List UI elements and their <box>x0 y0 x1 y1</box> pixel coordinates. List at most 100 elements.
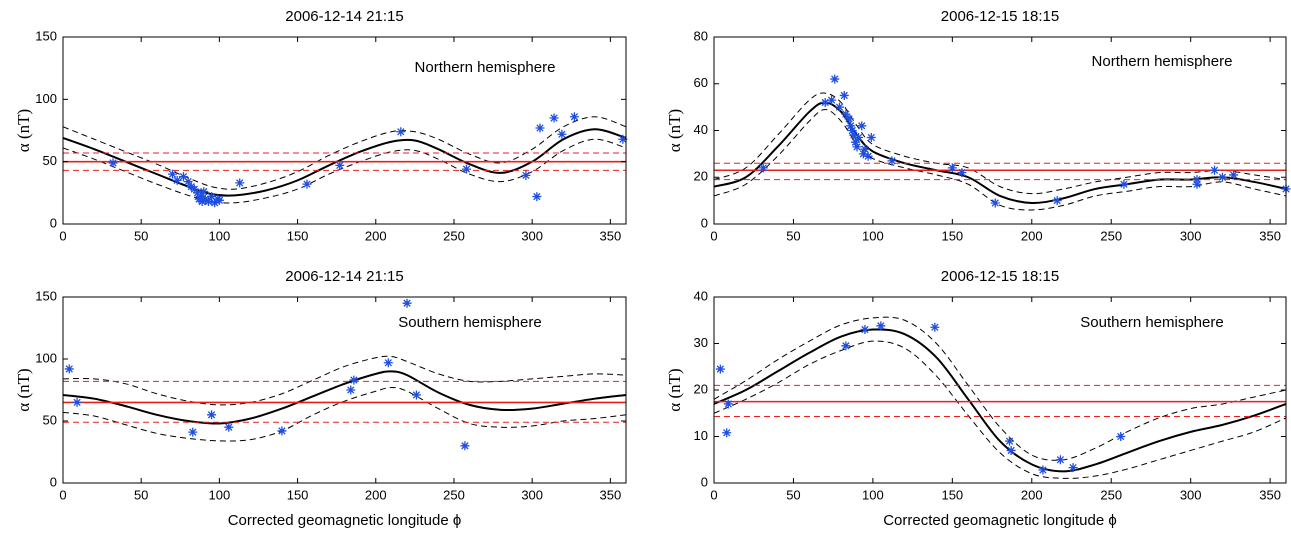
data-point <box>549 113 559 123</box>
chart-title: 2006-12-14 21:15 <box>285 8 403 25</box>
x-tick-label: 0 <box>59 487 66 502</box>
data-point <box>863 151 873 161</box>
data-point <box>1038 465 1048 475</box>
chart-title: 2006-12-14 21:15 <box>285 268 403 285</box>
data-point <box>847 126 857 135</box>
y-tick-label: 150 <box>35 28 57 43</box>
data-point <box>335 160 345 170</box>
x-axis-label: Corrected geomagnetic longitude ϕ <box>883 512 1117 529</box>
x-tick-label: 350 <box>1259 487 1281 502</box>
y-tick-label: 60 <box>694 75 708 90</box>
y-tick-label: 50 <box>43 153 57 168</box>
y-tick-label: 40 <box>694 288 708 303</box>
data-point <box>207 410 217 420</box>
x-tick-label: 50 <box>786 487 800 502</box>
data-point <box>858 149 868 159</box>
data-point <box>835 102 845 112</box>
y-tick-label: 50 <box>43 412 57 427</box>
dashed-line <box>63 138 626 204</box>
plot-area <box>714 92 1286 211</box>
data-point <box>346 385 356 395</box>
data-point <box>876 321 886 331</box>
data-point <box>839 90 849 100</box>
data-point <box>857 121 867 131</box>
data-point <box>196 192 206 202</box>
data-point <box>172 175 182 185</box>
data-point <box>72 397 82 407</box>
chart-title: 2006-12-15 18:15 <box>941 268 1059 285</box>
data-point <box>532 192 542 202</box>
line <box>63 128 626 197</box>
line <box>714 328 1286 473</box>
x-tick-label: 150 <box>287 228 309 243</box>
data-point <box>1192 175 1202 185</box>
data-point <box>210 198 220 208</box>
data-point <box>854 133 864 143</box>
x-tick-label: 300 <box>521 487 543 502</box>
annotation: Northern hemisphere <box>415 59 556 76</box>
data-point <box>108 158 118 168</box>
dashed-line <box>63 116 626 190</box>
y-tick-label: 20 <box>694 169 708 184</box>
data-point <box>64 364 74 374</box>
y-tick-label: 150 <box>35 288 57 303</box>
x-tick-label: 100 <box>209 487 231 502</box>
x-tick-label: 200 <box>1021 487 1043 502</box>
data-point <box>396 127 406 137</box>
dashed-line <box>63 355 626 406</box>
data-point <box>411 390 421 400</box>
y-axis-label: α (nT) <box>14 368 33 411</box>
plot-area <box>63 355 626 442</box>
x-tick-label: 200 <box>365 487 387 502</box>
data-point <box>930 322 940 332</box>
annotation: Southern hemisphere <box>398 314 541 331</box>
data-point <box>1192 179 1202 189</box>
x-tick-label: 200 <box>1021 228 1043 243</box>
x-tick-label: 250 <box>1100 487 1122 502</box>
x-tick-label: 250 <box>443 487 465 502</box>
y-tick-label: 40 <box>694 122 708 137</box>
data-point <box>402 298 412 308</box>
y-tick-label: 30 <box>694 335 708 350</box>
data-point <box>715 364 725 374</box>
data-point <box>990 198 1000 208</box>
dashed-line <box>714 92 1286 195</box>
data-point <box>535 123 545 133</box>
x-tick-label: 0 <box>710 487 717 502</box>
data-point <box>820 97 830 107</box>
dashed-line <box>714 316 1286 461</box>
x-tick-label: 250 <box>443 228 465 243</box>
data-point <box>1068 463 1078 473</box>
data-point <box>1119 179 1129 189</box>
data-point <box>189 184 199 194</box>
data-point <box>192 188 202 198</box>
data-point <box>830 74 840 84</box>
y-tick-label: 100 <box>35 350 57 365</box>
line <box>714 101 1286 204</box>
axes-box <box>62 36 627 225</box>
x-tick-label: 350 <box>1259 228 1281 243</box>
x-tick-label: 300 <box>521 228 543 243</box>
x-tick-label: 200 <box>365 228 387 243</box>
dashed-line <box>714 108 1286 211</box>
annotation: Northern hemisphere <box>1092 53 1233 70</box>
data-point <box>841 109 851 119</box>
chart-title: 2006-12-15 18:15 <box>941 8 1059 25</box>
data-point <box>1229 170 1239 180</box>
data-point <box>383 358 393 368</box>
data-point <box>569 112 579 122</box>
x-tick-label: 250 <box>1100 228 1122 243</box>
x-tick-label: 0 <box>710 228 717 243</box>
x-tick-label: 150 <box>941 228 963 243</box>
y-axis-label: α (nT) <box>665 368 684 411</box>
x-tick-label: 100 <box>862 228 884 243</box>
data-point <box>1052 196 1062 206</box>
data-point <box>199 187 209 197</box>
data-point <box>841 341 851 351</box>
data-point <box>722 428 732 438</box>
data-point <box>1055 455 1065 465</box>
x-tick-label: 100 <box>862 487 884 502</box>
plot-area <box>714 316 1286 479</box>
data-point <box>203 197 213 207</box>
